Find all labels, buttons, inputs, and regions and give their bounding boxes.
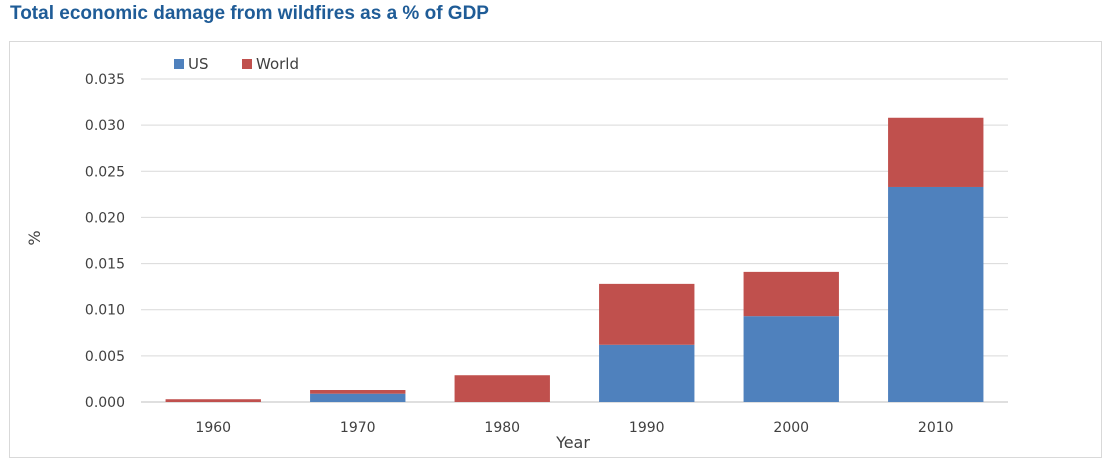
- bar-world-1960: [165, 399, 261, 402]
- legend-label-world: World: [256, 55, 299, 73]
- bar-us-1990: [599, 344, 695, 402]
- x-tick-label: 2000: [773, 420, 809, 436]
- legend-swatch-us: [174, 59, 184, 69]
- y-tick-labels: 0.000 0.005 0.010 0.015 0.020 0.025 0.030 0.035: [85, 72, 125, 411]
- bar-world-1970: [310, 390, 406, 394]
- y-tick-label: 0.000: [85, 395, 125, 411]
- bar-world-1980: [454, 375, 550, 402]
- chart-frame: [9, 41, 1102, 458]
- bar-world-1990: [599, 283, 695, 345]
- y-tick-label: 0.030: [85, 118, 125, 134]
- bar-us-1970: [310, 393, 406, 402]
- x-tick-label: 1980: [484, 420, 520, 436]
- x-tick-label: 1960: [195, 420, 231, 436]
- bar-world-2010: [888, 117, 984, 187]
- bar-us-2010: [888, 186, 984, 402]
- y-axis-title: %: [25, 230, 44, 245]
- y-tick-label: 0.020: [85, 210, 125, 226]
- x-tick-labels: 1960 1970 1980 1990 2000 2010: [195, 420, 953, 436]
- x-axis-title: Year: [555, 433, 590, 452]
- x-tick-label: 1990: [629, 420, 665, 436]
- legend: US World: [174, 55, 299, 73]
- legend-label-us: US: [188, 55, 209, 73]
- gridlines: [141, 78, 1008, 403]
- x-tick-label: 1970: [340, 420, 376, 436]
- chart-title: Total economic damage from wildfires as …: [10, 3, 489, 24]
- y-tick-label: 0.025: [85, 164, 125, 180]
- y-tick-label: 0.035: [85, 72, 125, 88]
- legend-swatch-world: [242, 59, 252, 69]
- bar-world-2000: [743, 271, 839, 317]
- bars: [165, 117, 984, 402]
- x-tick-label: 2010: [918, 420, 954, 436]
- y-tick-label: 0.015: [85, 257, 125, 273]
- y-tick-label: 0.005: [85, 349, 125, 365]
- bar-us-2000: [743, 316, 839, 402]
- y-tick-label: 0.010: [85, 303, 125, 319]
